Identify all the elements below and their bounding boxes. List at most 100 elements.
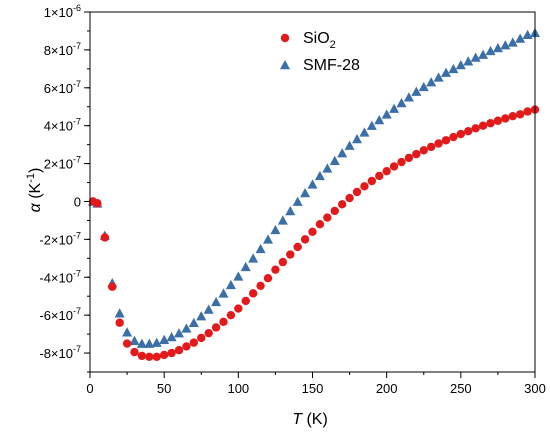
data-point [322, 163, 333, 173]
data-point [493, 116, 503, 125]
y-axis-title: α (K-1) [25, 168, 44, 213]
data-point [129, 335, 140, 345]
data-point [293, 242, 302, 252]
data-point [381, 109, 392, 119]
data-point [404, 153, 414, 163]
data-point [122, 339, 132, 348]
data-point [204, 328, 213, 338]
data-point [434, 139, 443, 148]
data-point [307, 179, 318, 189]
data-point [240, 261, 251, 272]
data-point [345, 193, 354, 203]
data-point [263, 274, 273, 283]
data-point [455, 60, 466, 70]
data-point [277, 215, 288, 225]
y-tick-label: -6×10-7 [39, 306, 81, 323]
data-point [375, 171, 384, 181]
data-point [515, 110, 525, 119]
data-point [464, 126, 473, 136]
y-tick-label: 2×10-7 [44, 155, 81, 172]
y-tick-label: 6×10-7 [44, 79, 81, 96]
data-point [523, 107, 532, 116]
data-point [188, 317, 199, 327]
series-0 [88, 105, 540, 362]
series-1 [87, 27, 540, 348]
x-tick-label: 250 [450, 381, 472, 396]
data-point [323, 213, 332, 222]
data-point [219, 317, 228, 326]
data-point [151, 337, 162, 347]
data-point [403, 92, 414, 102]
data-point [248, 253, 259, 263]
data-point [412, 149, 421, 159]
y-tick-label: -4×10-7 [39, 268, 81, 285]
data-point [130, 347, 139, 357]
data-point [367, 176, 377, 186]
data-point [166, 331, 177, 342]
data-point [100, 233, 110, 242]
data-point [344, 140, 355, 150]
x-tick-label: 50 [157, 381, 171, 396]
data-point [337, 148, 348, 158]
data-point [189, 338, 199, 347]
data-point [441, 67, 451, 77]
legend-label: SMF-28 [303, 57, 360, 74]
data-point [108, 282, 117, 291]
y-tick-label: -2×10-7 [39, 230, 81, 247]
x-tick-label: 150 [302, 381, 324, 396]
data-point [211, 296, 222, 307]
data-point [145, 352, 154, 362]
y-tick-label: 8×10-7 [44, 41, 81, 58]
data-point [285, 205, 296, 216]
legend-marker [280, 33, 290, 43]
data-point [248, 289, 258, 298]
y-tick-label: 0 [74, 194, 81, 209]
data-marks [87, 27, 540, 362]
y-tick-label: 1×10-6 [44, 3, 81, 20]
data-point [501, 114, 510, 123]
data-point [366, 120, 377, 130]
data-point [470, 52, 481, 62]
data-point [441, 136, 451, 145]
x-tick-label: 0 [86, 381, 93, 396]
legend: SiO2 SMF-28 [280, 30, 360, 74]
data-point [300, 235, 310, 244]
data-point [486, 119, 495, 128]
data-point [115, 318, 124, 327]
data-point [226, 310, 236, 320]
data-point [522, 29, 533, 39]
data-point [426, 77, 437, 87]
data-point [315, 220, 325, 229]
data-point [396, 97, 407, 108]
data-point [456, 129, 466, 139]
data-point [225, 279, 236, 290]
data-point [360, 182, 369, 191]
data-point [255, 243, 266, 254]
data-point [159, 350, 169, 360]
data-point [197, 333, 206, 343]
data-point [382, 166, 391, 176]
x-tick-label: 200 [376, 381, 398, 396]
data-point [515, 33, 526, 43]
data-point [359, 127, 370, 137]
x-axis-title: T (K) [292, 411, 328, 428]
data-point [419, 146, 428, 155]
x-tick-label: 100 [227, 381, 249, 396]
data-point [329, 155, 340, 165]
data-point [330, 206, 339, 216]
data-point [263, 234, 273, 244]
data-point [478, 121, 488, 130]
data-point [352, 133, 362, 144]
data-point [136, 338, 147, 348]
data-point [218, 288, 229, 298]
data-point [93, 199, 102, 208]
data-point [492, 43, 503, 53]
data-point [389, 103, 400, 113]
data-point [352, 187, 362, 197]
data-point [174, 346, 184, 355]
data-point [463, 56, 474, 66]
data-point [122, 327, 133, 337]
y-tick-label: 4×10-7 [44, 117, 81, 134]
data-point [159, 334, 170, 345]
